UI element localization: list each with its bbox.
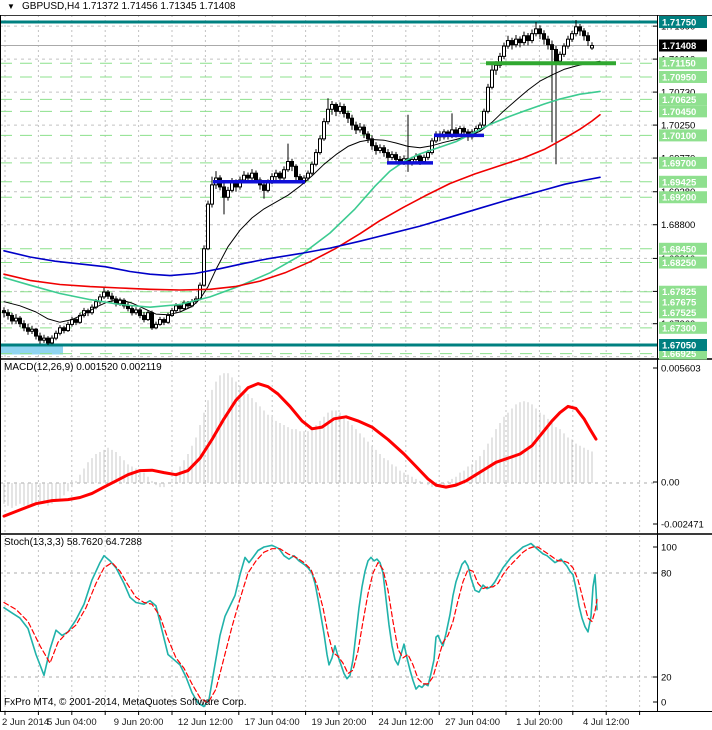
ma-fast-black: [3, 60, 601, 323]
svg-text:20: 20: [661, 673, 672, 684]
macd-histogram: [3, 373, 593, 508]
svg-text:1.67825: 1.67825: [662, 287, 697, 298]
svg-text:27 Jun 04:00: 27 Jun 04:00: [445, 717, 500, 728]
svg-text:100: 100: [661, 543, 677, 554]
chart-title-bar: ▼ GBPUSD,H4 1.71372 1.71456 1.71345 1.71…: [0, 0, 712, 15]
price-badge-green: [659, 93, 707, 106]
price-badge-green: [659, 285, 707, 298]
svg-text:0.005603: 0.005603: [661, 364, 701, 375]
price-badge-green: [659, 70, 707, 83]
svg-text:1.70250: 1.70250: [661, 121, 695, 132]
svg-text:19 Jun 20:00: 19 Jun 20:00: [312, 717, 367, 728]
main-pane[interactable]: [0, 15, 657, 358]
svg-text:1.71750: 1.71750: [662, 18, 696, 29]
svg-text:1.71150: 1.71150: [662, 59, 696, 70]
svg-text:1.70100: 1.70100: [662, 131, 696, 142]
ma-slowest-blue: [3, 176, 601, 277]
price-badge-green: [659, 296, 707, 309]
svg-text:2 Jun 2014: 2 Jun 2014: [2, 717, 49, 728]
svg-text:1.66925: 1.66925: [662, 349, 697, 360]
svg-text:1.69425: 1.69425: [662, 177, 697, 188]
copyright-text: FxPro MT4, © 2001-2014, MetaQuotes Softw…: [4, 697, 247, 708]
macd-signal-line: [2, 382, 598, 518]
price-badge-green: [659, 156, 707, 169]
svg-text:1.67675: 1.67675: [662, 298, 697, 309]
svg-text:1.67300: 1.67300: [662, 323, 696, 334]
price-badge-green: [659, 242, 707, 255]
svg-text:1.70625: 1.70625: [662, 95, 697, 106]
svg-text:-0.002471: -0.002471: [661, 520, 704, 531]
svg-text:1.68800: 1.68800: [661, 220, 695, 231]
ma-mid-green: [3, 90, 601, 309]
price-axis[interactable]: 1.716901.712101.707301.702501.697701.692…: [653, 16, 707, 709]
stoch-indicator-label: Stoch(13,3,3) 58.7620 64.7288: [4, 537, 142, 548]
svg-text:1.68250: 1.68250: [662, 258, 696, 269]
svg-text:1 Jul 20:00: 1 Jul 20:00: [516, 717, 562, 728]
macd-indicator-label: MACD(12,26,9) 0.001520 0.002119: [4, 362, 162, 373]
chart-title-ohlc: GBPUSD,H4 1.71372 1.71456 1.71345 1.7140…: [22, 1, 236, 12]
svg-text:1.67525: 1.67525: [662, 308, 697, 319]
svg-text:12 Jun 12:00: 12 Jun 12:00: [178, 717, 233, 728]
svg-text:17 Jun 04:00: 17 Jun 04:00: [245, 717, 300, 728]
price-badge-green: [659, 57, 707, 70]
svg-text:1.71408: 1.71408: [662, 41, 696, 52]
svg-text:1.68450: 1.68450: [662, 244, 696, 255]
price-badge-green: [659, 306, 707, 319]
price-badge-green: [659, 129, 707, 142]
svg-text:0.00: 0.00: [661, 478, 680, 489]
price-badge-black: [659, 39, 707, 52]
macd-pane[interactable]: [0, 360, 657, 533]
price-badge-green: [659, 105, 707, 118]
stoch-k-line: [3, 542, 598, 708]
stoch-pane[interactable]: [0, 535, 657, 711]
price-badge-teal: [659, 16, 707, 28]
svg-text:1.69200: 1.69200: [662, 193, 696, 204]
price-badge-teal: [659, 338, 707, 351]
svg-text:9 Jun 20:00: 9 Jun 20:00: [114, 717, 164, 728]
highlight-zone-rect: [0, 346, 63, 355]
svg-text:1.70950: 1.70950: [662, 72, 696, 83]
svg-text:1.70450: 1.70450: [662, 107, 696, 118]
svg-text:5 Jun 04:00: 5 Jun 04:00: [47, 717, 97, 728]
price-badge-green: [659, 256, 707, 269]
svg-text:1.70730: 1.70730: [661, 88, 695, 99]
svg-text:80: 80: [661, 569, 672, 580]
svg-text:4 Jul 12:00: 4 Jul 12:00: [583, 717, 629, 728]
svg-text:0: 0: [661, 698, 666, 709]
price-badge-green: [659, 321, 707, 334]
symbol-dropdown-icon[interactable]: ▼: [7, 2, 15, 11]
ma-slow-red: [3, 114, 601, 291]
stoch-d-line: [3, 546, 598, 704]
price-badge-green: [659, 191, 707, 204]
svg-text:24 Jun 12:00: 24 Jun 12:00: [378, 717, 433, 728]
price-badge-green: [659, 175, 707, 188]
svg-text:1.67050: 1.67050: [662, 340, 696, 351]
svg-text:1.69700: 1.69700: [662, 158, 696, 169]
